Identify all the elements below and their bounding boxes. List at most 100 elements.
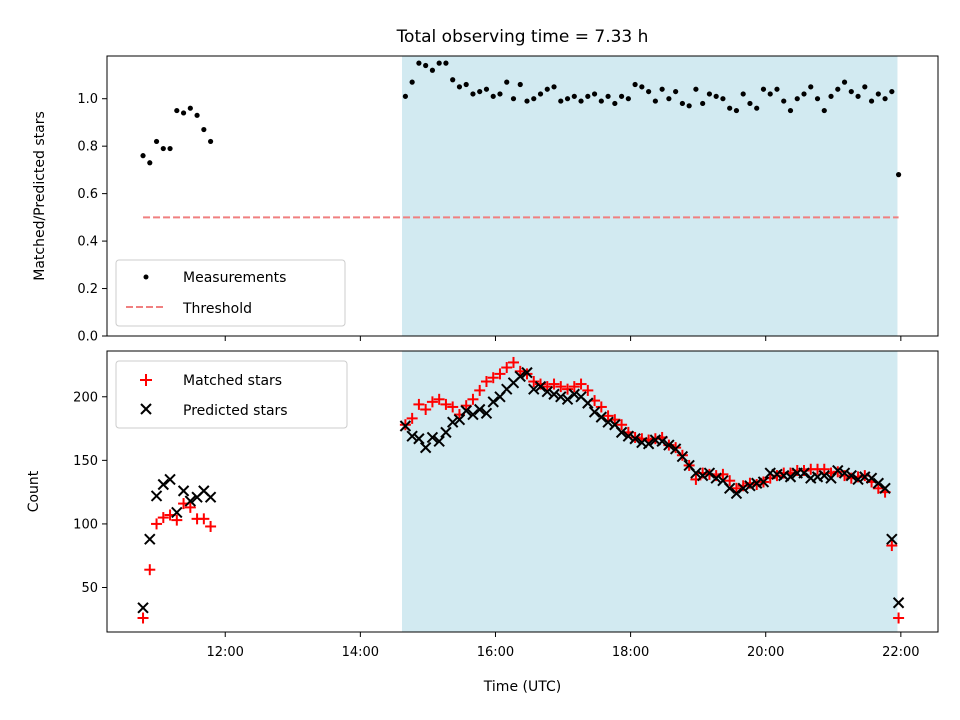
matched-star-point <box>460 400 472 412</box>
measurement-point <box>808 84 814 90</box>
predicted-star-point <box>656 435 668 447</box>
measurement-point <box>174 107 180 114</box>
measurement-point <box>659 86 665 92</box>
matched-star-point <box>467 393 479 405</box>
predicted-star-point <box>602 416 614 428</box>
count-y-tick-label: 200 <box>73 390 98 405</box>
measurement-point <box>821 107 827 114</box>
predicted-star-point <box>865 472 878 484</box>
predicted-star-point <box>615 426 628 439</box>
measurement-point <box>706 91 713 97</box>
measurement-point <box>402 93 408 99</box>
measurement-point <box>153 138 160 145</box>
measurement-point <box>558 98 564 104</box>
measurement-point <box>483 86 490 92</box>
count-panel: 50 100 150 200 12:00 14:00 16:00 18:00 20:00 22:… <box>26 350 939 695</box>
measurement-point <box>456 84 463 90</box>
predicted-star-point <box>676 450 689 463</box>
predicted-star-point <box>474 403 486 416</box>
measurement-point <box>497 91 503 97</box>
measurement-point <box>578 98 584 104</box>
measurement-point <box>625 96 631 102</box>
matched-star-point <box>548 378 560 390</box>
bottom-observing-window-shade <box>402 351 898 632</box>
predicted-star-point <box>446 416 459 428</box>
predicted-star-point <box>177 485 190 497</box>
measurement-point <box>571 93 577 99</box>
top-observing-window-shade <box>402 56 898 336</box>
measurement-point <box>781 98 787 104</box>
predicted-star-point <box>642 438 655 450</box>
count-legend: Matched stars Predicted stars <box>115 360 348 429</box>
ratio-axes-frame <box>106 55 939 337</box>
measurement-point <box>862 84 868 90</box>
predicted-star-point <box>784 471 797 483</box>
measurement-point <box>794 96 800 102</box>
legend-measurements-label: Measurements <box>183 270 286 286</box>
measurement-point <box>855 93 861 99</box>
measurement-point <box>524 98 530 104</box>
predicted-star-point <box>690 467 702 479</box>
measurement-point <box>490 93 496 99</box>
count-y-tick-label: 100 <box>73 517 98 532</box>
count-y-ticks: 50 100 150 200 <box>73 390 107 596</box>
measurement-point <box>889 88 895 95</box>
predicted-star-point <box>541 385 553 398</box>
measurement-point <box>477 88 483 95</box>
legend-predicted-label: Predicted stars <box>183 403 288 419</box>
measurement-point <box>605 93 611 99</box>
predicted-star-point <box>555 391 567 403</box>
predicted-star-point <box>737 482 749 495</box>
predicted-star-point <box>157 478 170 491</box>
measurement-point <box>207 138 214 145</box>
ratio-y-tick-label: 0.8 <box>77 140 98 155</box>
predicted-star-point <box>137 602 149 614</box>
matched-star-point <box>144 564 156 576</box>
measurement-point <box>537 91 544 97</box>
ratio-panel: 0.0 0.2 0.4 0.6 0.8 1.0 Total observing time … <box>32 27 939 345</box>
measurement-point <box>713 93 719 99</box>
ratio-y-tick-label: 0.4 <box>77 235 98 250</box>
measurement-point <box>180 110 187 116</box>
predicted-star-point <box>845 469 858 482</box>
ratio-y-axis-label: Matched/Predicted stars <box>32 111 48 281</box>
measurement-point <box>423 62 429 69</box>
measurement-point <box>835 86 841 92</box>
predicted-star-point <box>528 383 540 395</box>
predicted-star-point <box>433 435 445 447</box>
ratio-y-ticks: 0.0 0.2 0.4 0.6 0.8 1.0 <box>77 92 107 345</box>
matched-star-point <box>447 401 459 413</box>
predicted-star-point <box>440 426 452 439</box>
measurement-point <box>882 96 888 102</box>
legend-matched-marker <box>140 374 152 386</box>
x-tick-label: 20:00 <box>747 645 784 660</box>
ratio-legend-box <box>115 259 346 327</box>
legend-measurements-marker <box>143 274 149 280</box>
measurement-point <box>598 98 604 104</box>
measurement-point <box>875 91 881 97</box>
matched-star-point <box>818 463 830 475</box>
predicted-star-point <box>413 433 425 445</box>
matched-star-point <box>198 513 210 525</box>
ratio-y-tick-label: 0.6 <box>77 187 98 202</box>
predicted-star-point <box>164 473 176 486</box>
predicted-star-point <box>204 491 217 503</box>
x-tick-label: 18:00 <box>612 645 649 660</box>
ratio-data-marks <box>140 60 902 219</box>
measurement-point <box>828 93 834 99</box>
measurement-point <box>463 81 469 88</box>
measurement-point <box>774 86 780 92</box>
measurement-point <box>194 112 200 118</box>
count-data-marks <box>137 356 905 624</box>
matched-star-point <box>602 410 614 422</box>
predicted-star-point <box>171 506 183 519</box>
measurement-point <box>666 96 672 102</box>
count-y-tick-label: 150 <box>73 454 98 469</box>
measurement-point <box>632 81 638 88</box>
predicted-star-point <box>629 433 641 445</box>
measurement-point <box>436 60 442 66</box>
measurement-point <box>740 91 746 97</box>
matched-star-point <box>886 540 898 552</box>
matched-star-point <box>426 396 438 408</box>
predicted-star-point <box>426 431 439 444</box>
